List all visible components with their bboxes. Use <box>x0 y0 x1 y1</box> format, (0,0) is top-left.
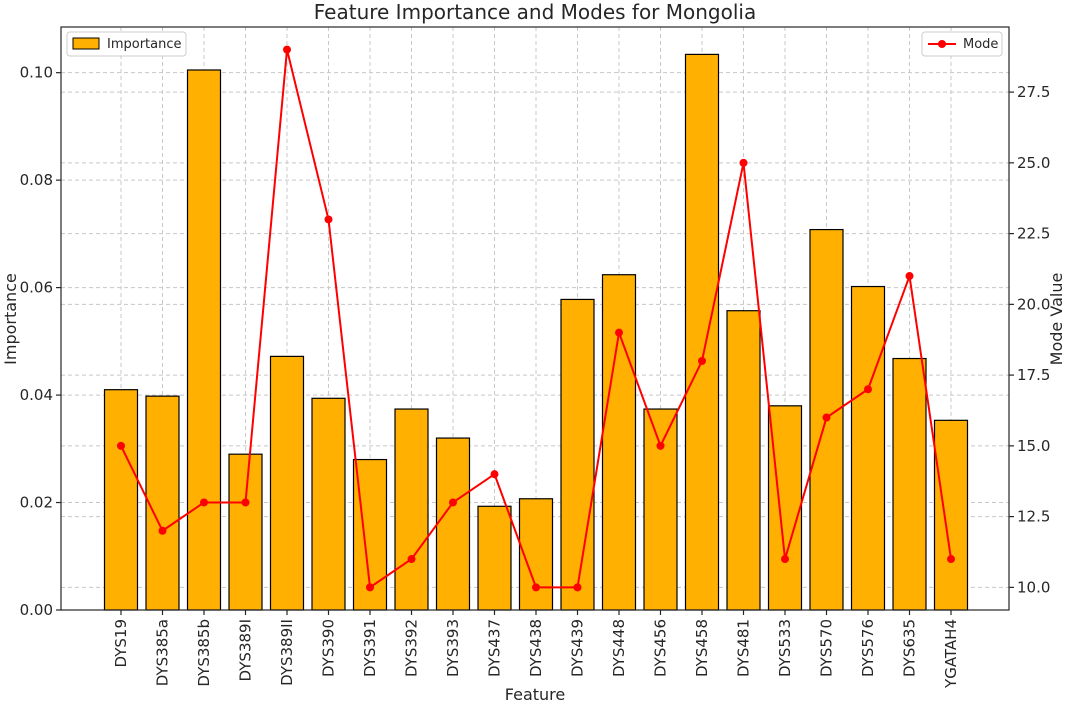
bar-DYS385a <box>145 395 180 611</box>
x-tick-label-DYS389I: DYS389I <box>237 619 255 681</box>
mode-point-DYS385b <box>200 498 208 507</box>
x-axis-label: Feature <box>505 685 565 704</box>
plot-frame <box>60 26 1010 611</box>
x-tick-label-DYS437: DYS437 <box>486 619 504 677</box>
bar-DYS390 <box>311 397 346 611</box>
mode-point-DYS392 <box>407 555 416 564</box>
mode-point-DYS570 <box>822 413 831 422</box>
legend-label-mode: Mode <box>963 37 998 52</box>
axes: 0.00 0.02 0.04 0.06 0.08 0.10 10.0 12.5 15.0 17.5… <box>20 26 1050 689</box>
x-tick-label-DYS448: DYS448 <box>610 619 628 677</box>
bar-DYS19 <box>103 389 139 611</box>
mode-point-DYS385a <box>158 526 167 535</box>
legend-marker-mode <box>938 40 946 48</box>
y-tick-label-5: 0.10 <box>20 64 53 82</box>
y-tick-label-1: 0.02 <box>20 494 53 512</box>
bar-DYS437 <box>477 505 512 611</box>
x-tick-label-YGATAH4: YGATAH4 <box>942 619 960 689</box>
bar-DYS635 <box>892 357 927 611</box>
mode-point-DYS635 <box>905 272 914 281</box>
y2-tick-label-4: 20.0 <box>1017 295 1050 313</box>
mode-point-DYS391 <box>366 583 374 592</box>
y2-tick-label-2: 15.0 <box>1017 437 1050 455</box>
y2-tick-label-5: 22.5 <box>1017 225 1050 243</box>
y2-tick-label-6: 25.0 <box>1017 154 1050 172</box>
bar-YGATAH4 <box>933 419 969 611</box>
bar-DYS576 <box>850 285 886 611</box>
x-tick-label-DYS456: DYS456 <box>652 619 670 677</box>
mode-point-DYS393 <box>449 498 457 507</box>
bar-DYS456 <box>643 408 678 611</box>
y-tick-label-0: 0.00 <box>20 601 53 619</box>
x-tick-label-DYS533: DYS533 <box>776 619 794 677</box>
chart-title: Feature Importance and Modes for Mongoli… <box>314 0 756 24</box>
mode-point-DYS448 <box>615 328 623 337</box>
x-tick-label-DYS635: DYS635 <box>901 619 919 677</box>
y-tick-label-4: 0.08 <box>20 171 53 189</box>
y2-tick-label-3: 17.5 <box>1017 366 1050 384</box>
bar-DYS389II <box>269 355 305 611</box>
bar-DYS439 <box>560 298 595 611</box>
bar-DYS448 <box>601 274 637 611</box>
importance-bars <box>103 53 969 611</box>
mode-point-DYS389I <box>241 498 250 507</box>
legend-box-mode <box>921 31 1003 57</box>
bar-DYS389I <box>228 453 263 611</box>
mode-point-DYS458 <box>698 356 706 365</box>
x-tick-label-DYS481: DYS481 <box>735 619 753 677</box>
mode-point-DYS438 <box>532 583 540 592</box>
mode-point-DYS533 <box>781 555 789 564</box>
legend-importance: Importance <box>66 31 187 57</box>
y2-tick-label-1: 12.5 <box>1017 508 1050 526</box>
y-tick-label-2: 0.04 <box>20 386 53 404</box>
legend-label-importance: Importance <box>107 37 182 52</box>
x-tick-label-DYS570: DYS570 <box>818 619 836 677</box>
bar-DYS393 <box>435 437 471 611</box>
y-axis-label-right: Mode Value <box>1047 273 1065 366</box>
x-tick-label-DYS19: DYS19 <box>112 619 130 668</box>
x-tick-label-DYS389II: DYS389II <box>278 619 296 686</box>
x-tick-label-DYS391: DYS391 <box>361 619 379 677</box>
legends: Importance Mode <box>66 31 1003 57</box>
mode-line-series <box>117 45 955 592</box>
bar-DYS392 <box>394 408 429 611</box>
y-axis-label-left: Importance <box>1 273 20 365</box>
mode-point-DYS19 <box>117 441 125 450</box>
mode-point-DYS439 <box>573 583 582 592</box>
bar-DYS385b <box>186 69 222 611</box>
x-tick-label-DYS439: DYS439 <box>569 619 587 677</box>
x-tick-label-DYS393: DYS393 <box>444 619 462 677</box>
x-tick-label-DYS385b: DYS385b <box>195 619 213 687</box>
bar-DYS481 <box>726 310 761 611</box>
mode-point-DYS437 <box>490 470 499 479</box>
bar-DYS533 <box>767 405 803 611</box>
x-tick-label-DYS392: DYS392 <box>403 619 421 677</box>
y-tick-label-3: 0.06 <box>20 279 53 297</box>
mode-point-DYS456 <box>656 441 665 450</box>
y2-tick-label-7: 27.5 <box>1017 83 1050 101</box>
mode-point-DYS389II <box>283 45 291 54</box>
legend-mode: Mode <box>921 31 1003 57</box>
mode-point-YGATAH4 <box>947 555 955 564</box>
bar-DYS438 <box>518 498 554 611</box>
bar-DYS458 <box>684 53 720 611</box>
mode-point-DYS390 <box>324 215 333 224</box>
x-tick-label-DYS576: DYS576 <box>859 619 877 677</box>
mode-point-DYS576 <box>864 385 872 394</box>
x-tick-label-DYS385a: DYS385a <box>154 619 172 686</box>
x-tick-label-DYS438: DYS438 <box>527 619 545 677</box>
x-tick-label-DYS390: DYS390 <box>320 619 338 677</box>
x-tick-label-DYS458: DYS458 <box>693 619 711 677</box>
mode-point-DYS481 <box>739 158 748 167</box>
legend-swatch-importance <box>72 37 100 50</box>
y2-tick-label-0: 10.0 <box>1017 578 1050 596</box>
